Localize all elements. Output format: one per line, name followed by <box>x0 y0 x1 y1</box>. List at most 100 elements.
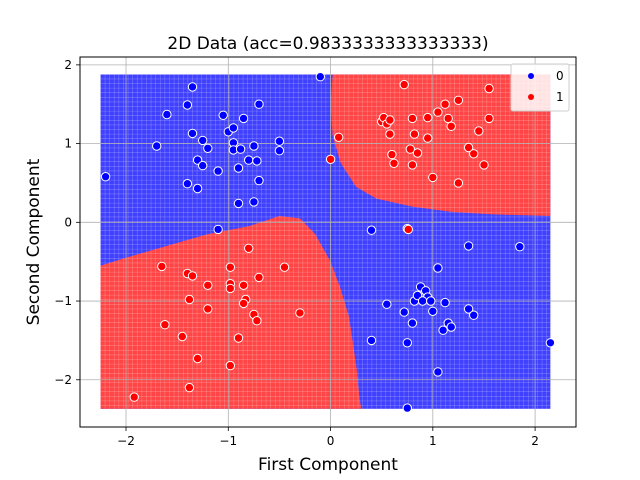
data-point-class-0 <box>440 297 450 308</box>
data-point-class-0 <box>433 367 443 377</box>
data-point-class-1 <box>225 262 236 272</box>
data-point-class-1 <box>484 83 494 94</box>
data-point-class-1 <box>385 129 395 139</box>
data-point-class-1 <box>389 158 399 169</box>
data-point-class-0 <box>244 155 254 165</box>
data-point-class-1 <box>203 304 213 314</box>
data-point-class-1 <box>244 243 254 254</box>
class-1-region-upper-right <box>330 74 551 216</box>
chart-title: 2D Data (acc=0.9833333333333333) <box>167 34 488 54</box>
data-point-class-0 <box>315 72 325 82</box>
data-point-class-1 <box>325 154 336 165</box>
data-point-class-1 <box>403 224 413 235</box>
data-point-class-1 <box>428 172 438 183</box>
y-tick-label: −2 <box>54 373 72 387</box>
data-point-class-1 <box>453 95 464 106</box>
data-point-class-1 <box>423 133 433 143</box>
data-point-class-1 <box>334 132 344 143</box>
data-point-class-1 <box>177 331 188 342</box>
data-point-class-1 <box>469 149 479 159</box>
data-point-class-0 <box>407 318 418 328</box>
data-point-class-1 <box>446 121 456 132</box>
data-point-class-0 <box>213 166 223 176</box>
data-point-class-0 <box>152 141 162 151</box>
data-point-class-1 <box>385 115 395 125</box>
legend-label-1: 1 <box>556 90 564 104</box>
y-tick-label: 1 <box>64 137 72 151</box>
data-point-class-0 <box>428 306 438 316</box>
data-point-class-0 <box>182 179 193 189</box>
data-point-class-0 <box>233 198 244 209</box>
data-point-class-1 <box>295 308 305 318</box>
data-point-class-0 <box>198 160 208 171</box>
data-point-class-0 <box>366 225 377 235</box>
data-point-class-0 <box>463 304 474 314</box>
data-point-class-0 <box>100 172 111 182</box>
data-point-class-0 <box>213 224 223 235</box>
data-point-class-1 <box>184 294 195 305</box>
data-point-class-1 <box>184 382 195 393</box>
data-point-class-1 <box>157 261 167 272</box>
data-point-class-1 <box>203 280 213 290</box>
data-point-class-0 <box>438 325 448 335</box>
data-point-class-0 <box>235 144 246 154</box>
legend-marker-0 <box>528 73 534 79</box>
data-point-class-1 <box>387 149 397 160</box>
data-point-class-0 <box>254 99 264 109</box>
y-tick-label: 0 <box>64 215 72 229</box>
data-point-class-0 <box>446 322 456 332</box>
data-point-class-0 <box>274 136 285 146</box>
data-point-class-1 <box>453 178 464 188</box>
data-point-class-1 <box>412 148 423 158</box>
legend-marker-1 <box>528 94 534 100</box>
data-point-class-1 <box>484 113 494 124</box>
x-axis-label: First Component <box>258 455 398 475</box>
data-point-class-0 <box>402 403 412 413</box>
data-point-class-1 <box>238 298 249 309</box>
data-point-class-0 <box>399 307 409 317</box>
data-point-class-0 <box>366 335 377 346</box>
data-point-class-1 <box>187 271 198 281</box>
x-tick-label: −2 <box>117 434 135 448</box>
data-points <box>100 72 556 413</box>
data-point-class-0 <box>252 156 262 166</box>
data-point-class-1 <box>192 353 203 364</box>
data-point-class-0 <box>198 135 208 146</box>
data-point-class-1 <box>225 283 236 294</box>
data-point-class-1 <box>407 160 418 170</box>
data-point-class-0 <box>187 82 198 92</box>
legend-box <box>510 63 570 112</box>
x-tick-label: 2 <box>531 434 539 448</box>
data-point-class-0 <box>469 310 479 320</box>
data-point-class-0 <box>228 123 239 133</box>
data-point-class-1 <box>254 272 264 283</box>
data-point-class-0 <box>187 128 198 139</box>
data-point-class-1 <box>160 320 170 330</box>
legend: 0 1 <box>510 63 570 112</box>
data-point-class-1 <box>407 113 418 124</box>
legend-label-0: 0 <box>556 69 564 83</box>
data-point-class-1 <box>129 392 139 402</box>
data-point-class-1 <box>409 129 420 139</box>
data-point-class-0 <box>402 338 412 348</box>
data-point-class-1 <box>399 79 409 90</box>
data-point-class-1 <box>233 333 244 343</box>
data-point-class-0 <box>162 109 172 120</box>
data-point-class-0 <box>249 141 259 151</box>
x-tick-label: −1 <box>219 434 237 448</box>
axis-ticks: −2 −1 0 1 2 −2 −1 0 1 2 <box>54 58 539 448</box>
data-point-class-0 <box>426 296 436 306</box>
x-tick-label: 0 <box>327 434 335 448</box>
data-point-class-0 <box>515 242 525 252</box>
data-point-class-0 <box>463 241 474 251</box>
data-point-class-0 <box>182 100 193 110</box>
y-tick-label: 2 <box>64 58 72 72</box>
data-point-class-1 <box>225 360 236 371</box>
data-point-class-1 <box>423 112 433 123</box>
data-point-class-0 <box>254 175 264 186</box>
data-point-class-0 <box>382 299 392 309</box>
data-point-class-0 <box>417 296 428 306</box>
data-point-class-1 <box>433 107 443 117</box>
data-point-class-0 <box>433 263 443 273</box>
